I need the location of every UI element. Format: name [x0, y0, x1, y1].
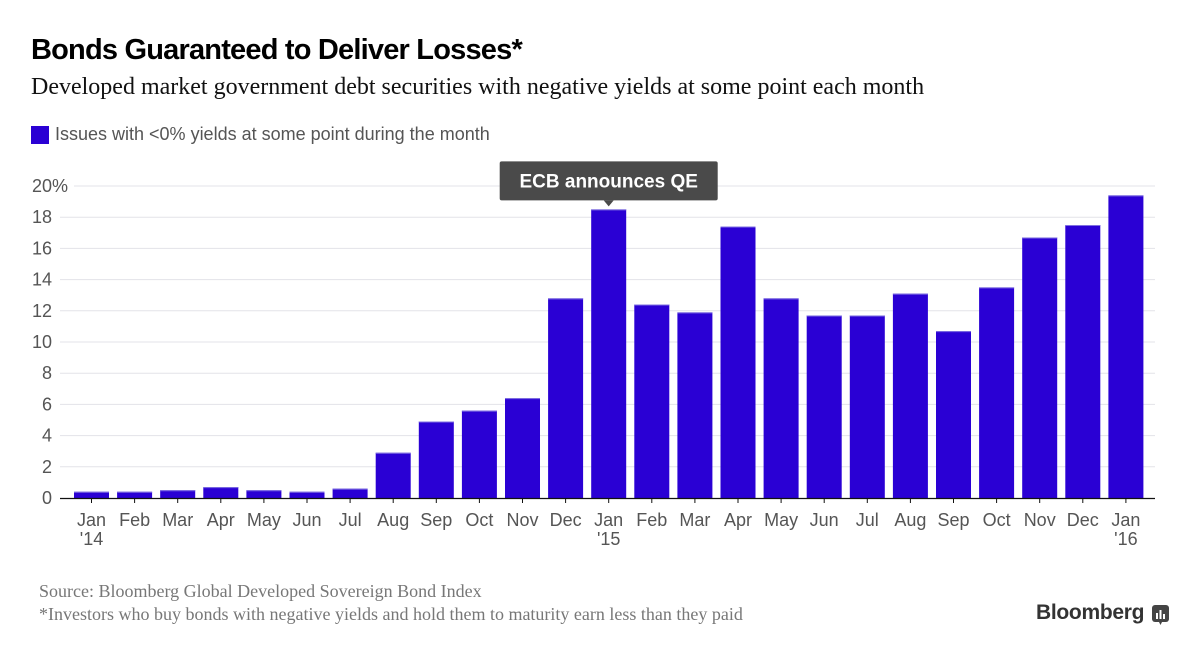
- bloomberg-chart-icon: [1152, 604, 1170, 625]
- x-tick-year-label: '16: [1114, 529, 1137, 549]
- bar: [375, 452, 411, 498]
- bar: [505, 398, 540, 498]
- x-tick-label: Apr: [724, 510, 752, 530]
- x-tick-label: May: [247, 510, 281, 530]
- y-tick-label: 18: [32, 207, 52, 227]
- x-tick-label: Feb: [119, 510, 150, 530]
- x-tick-label: Jul: [856, 510, 879, 530]
- x-tick-label: Dec: [1067, 510, 1099, 530]
- x-tick-label: Dec: [550, 510, 582, 530]
- bar: [289, 491, 325, 498]
- x-tick-year-label: '15: [597, 529, 620, 549]
- bar: [849, 315, 885, 498]
- x-tick-label: Aug: [894, 510, 926, 530]
- bars: [74, 195, 1144, 499]
- y-tick-label: 0: [42, 488, 52, 508]
- footer-notes: Source: Bloomberg Global Developed Sover…: [39, 580, 743, 626]
- bar: [1022, 237, 1058, 499]
- x-tick-label: Sep: [420, 510, 452, 530]
- x-tick-label: Jul: [339, 510, 362, 530]
- x-tick-label: Apr: [207, 510, 235, 530]
- y-axis: 0 2 4 6 8 10 12 14 16 18 20%: [32, 176, 68, 508]
- y-tick-label: 14: [32, 270, 52, 290]
- bar: [979, 287, 1015, 498]
- x-tick-label: Oct: [983, 510, 1011, 530]
- bar: [1065, 225, 1101, 498]
- x-tick-label: Jan: [77, 510, 106, 530]
- bar: [763, 298, 799, 498]
- bar: [634, 304, 670, 498]
- x-tick-label: Mar: [679, 510, 710, 530]
- x-tick-label: Jan: [594, 510, 623, 530]
- x-tick-label: Jun: [810, 510, 839, 530]
- legend-swatch: [31, 125, 49, 144]
- annotation-pointer: [603, 200, 614, 207]
- footnote-text: *Investors who buy bonds with negative y…: [39, 604, 743, 624]
- annotation: ECB announces QE: [499, 161, 718, 207]
- bar: [74, 491, 109, 498]
- brand: Bloomberg: [1036, 601, 1170, 625]
- bar: [160, 490, 196, 498]
- legend-label: Issues with <0% yields at some point dur…: [55, 124, 490, 144]
- x-tick-label: Jan: [1111, 510, 1140, 530]
- x-tick-label: Sep: [937, 510, 969, 530]
- x-tick-label: Feb: [636, 510, 667, 530]
- x-tick-label: Mar: [162, 510, 193, 530]
- y-tick-label: 10: [32, 332, 52, 352]
- x-tick-year-label: '14: [80, 529, 103, 549]
- y-tick-label: 12: [32, 301, 52, 321]
- x-tick-label: Aug: [377, 510, 409, 530]
- bar: [677, 312, 713, 498]
- bar: [1108, 195, 1144, 499]
- bar: [892, 293, 928, 498]
- y-tick-label: 20%: [32, 176, 68, 196]
- x-tick-label: Jun: [292, 510, 321, 530]
- source-text: Source: Bloomberg Global Developed Sover…: [39, 581, 482, 601]
- bar: [117, 491, 153, 498]
- bar: [806, 315, 842, 498]
- bar: [246, 490, 282, 498]
- chart-subtitle: Developed market government debt securit…: [31, 74, 925, 100]
- bar: [936, 331, 971, 498]
- x-tick-label: Oct: [465, 510, 493, 530]
- bar: [720, 226, 756, 498]
- y-tick-label: 2: [42, 457, 52, 477]
- chart-title: Bonds Guaranteed to Deliver Losses*: [31, 34, 523, 66]
- annotation-box: [499, 161, 718, 201]
- bar: [332, 488, 368, 498]
- y-tick-label: 4: [42, 426, 52, 446]
- bar: [591, 209, 627, 498]
- bar: [548, 298, 584, 498]
- bar: [418, 421, 454, 498]
- bloomberg-logo-text: Bloomberg: [1036, 601, 1145, 624]
- y-tick-label: 6: [42, 394, 52, 414]
- y-tick-label: 16: [32, 238, 52, 258]
- x-tick-label: Nov: [1024, 510, 1056, 530]
- legend: Issues with <0% yields at some point dur…: [31, 124, 490, 145]
- x-tick-label: May: [764, 510, 798, 530]
- bar: [203, 487, 239, 498]
- x-tick-label: Nov: [506, 510, 538, 530]
- bar: [461, 410, 497, 498]
- annotation-text: ECB announces QE: [519, 171, 697, 192]
- y-tick-label: 8: [42, 363, 52, 383]
